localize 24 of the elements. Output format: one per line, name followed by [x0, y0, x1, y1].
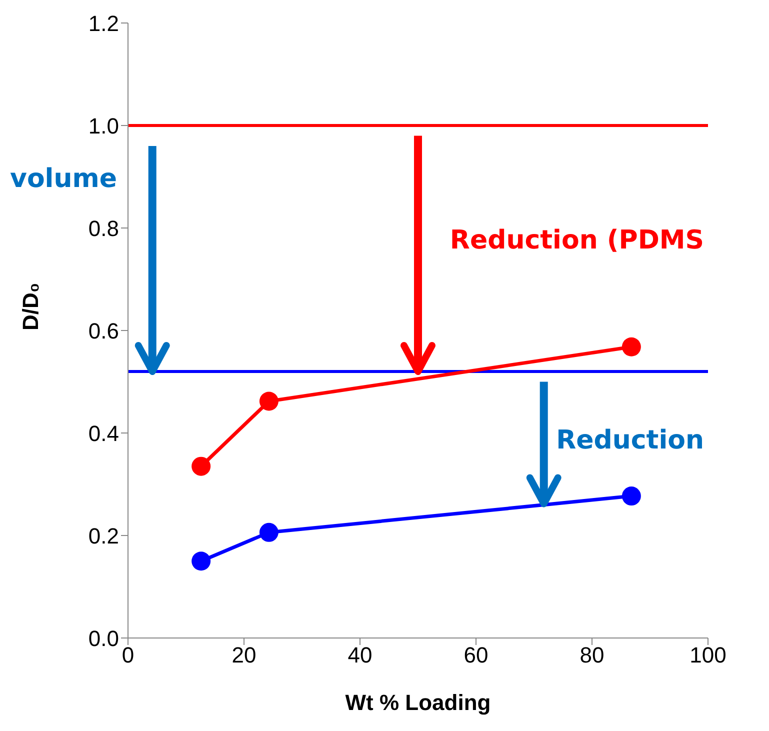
y-tick-label: 0.6 — [88, 318, 119, 344]
x-tick-label: 100 — [690, 642, 726, 668]
y-axis-title: D/D₀ — [18, 282, 43, 330]
text: volume — [10, 164, 117, 194]
x-tick-label: 20 — [232, 642, 256, 668]
x-axis-title: Wt % Loading — [345, 690, 491, 715]
point — [259, 392, 278, 411]
y-tick-label: 1.0 — [88, 113, 119, 138]
annotation: Reduction (PDMS — [450, 226, 704, 256]
x-tick-label: 60 — [464, 642, 488, 668]
point — [259, 522, 278, 542]
y-tick-label: 0.0 — [88, 626, 119, 651]
x-tick-label: 0 — [122, 642, 134, 668]
y-tick-label: 0.8 — [88, 216, 119, 241]
point — [622, 337, 641, 356]
annotation: Reduction — [556, 425, 704, 456]
y-tick-label: 0.2 — [88, 523, 119, 548]
x-tick-label: 80 — [580, 642, 604, 668]
point — [192, 552, 211, 571]
y-tick-label: 1.2 — [88, 10, 119, 36]
point — [622, 486, 641, 506]
point — [192, 456, 211, 476]
y-tick-label: 0.4 — [88, 420, 119, 446]
x-tick-label: 40 — [348, 642, 372, 668]
